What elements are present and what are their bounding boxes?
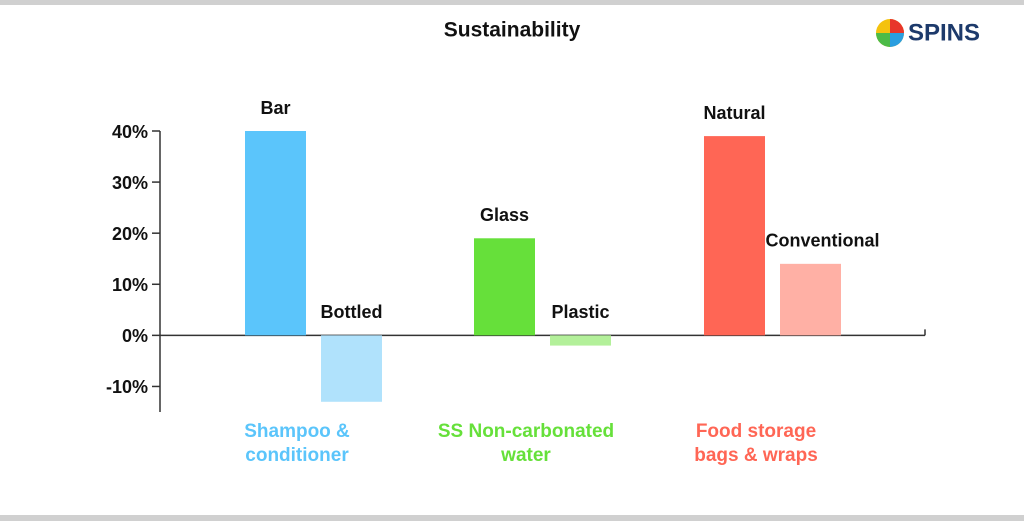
bar-label: Glass [480, 205, 529, 225]
bar [780, 263, 841, 336]
group-label: conditioner [245, 445, 349, 466]
bar-label: Bottled [321, 302, 383, 322]
group-label: Shampoo & [244, 421, 350, 442]
y-tick-label: 40% [112, 122, 148, 142]
y-tick-label: 20% [112, 224, 148, 244]
chart-title: Sustainability [444, 19, 581, 42]
group-label: bags & wraps [694, 445, 818, 466]
top-border [0, 0, 1024, 5]
bar-label: Natural [703, 103, 765, 123]
bar [245, 131, 306, 336]
bar-label: Bar [260, 98, 290, 118]
group-label: SS Non-carbonated [438, 421, 614, 442]
y-tick-label: 0% [122, 326, 148, 346]
bar-label: Conventional [765, 231, 879, 251]
bar [321, 335, 382, 402]
bar-label: Plastic [551, 302, 609, 322]
group-label: Food storage [696, 421, 816, 442]
y-tick-label: 10% [112, 275, 148, 295]
logo-icon [876, 19, 904, 47]
bar [550, 335, 611, 346]
bottom-border [0, 515, 1024, 521]
bar [704, 136, 765, 336]
y-tick-label: 30% [112, 173, 148, 193]
bar [474, 238, 535, 336]
y-tick-label: -10% [106, 377, 148, 397]
logo-text: SPINS [908, 19, 980, 46]
group-label: water [500, 445, 551, 466]
